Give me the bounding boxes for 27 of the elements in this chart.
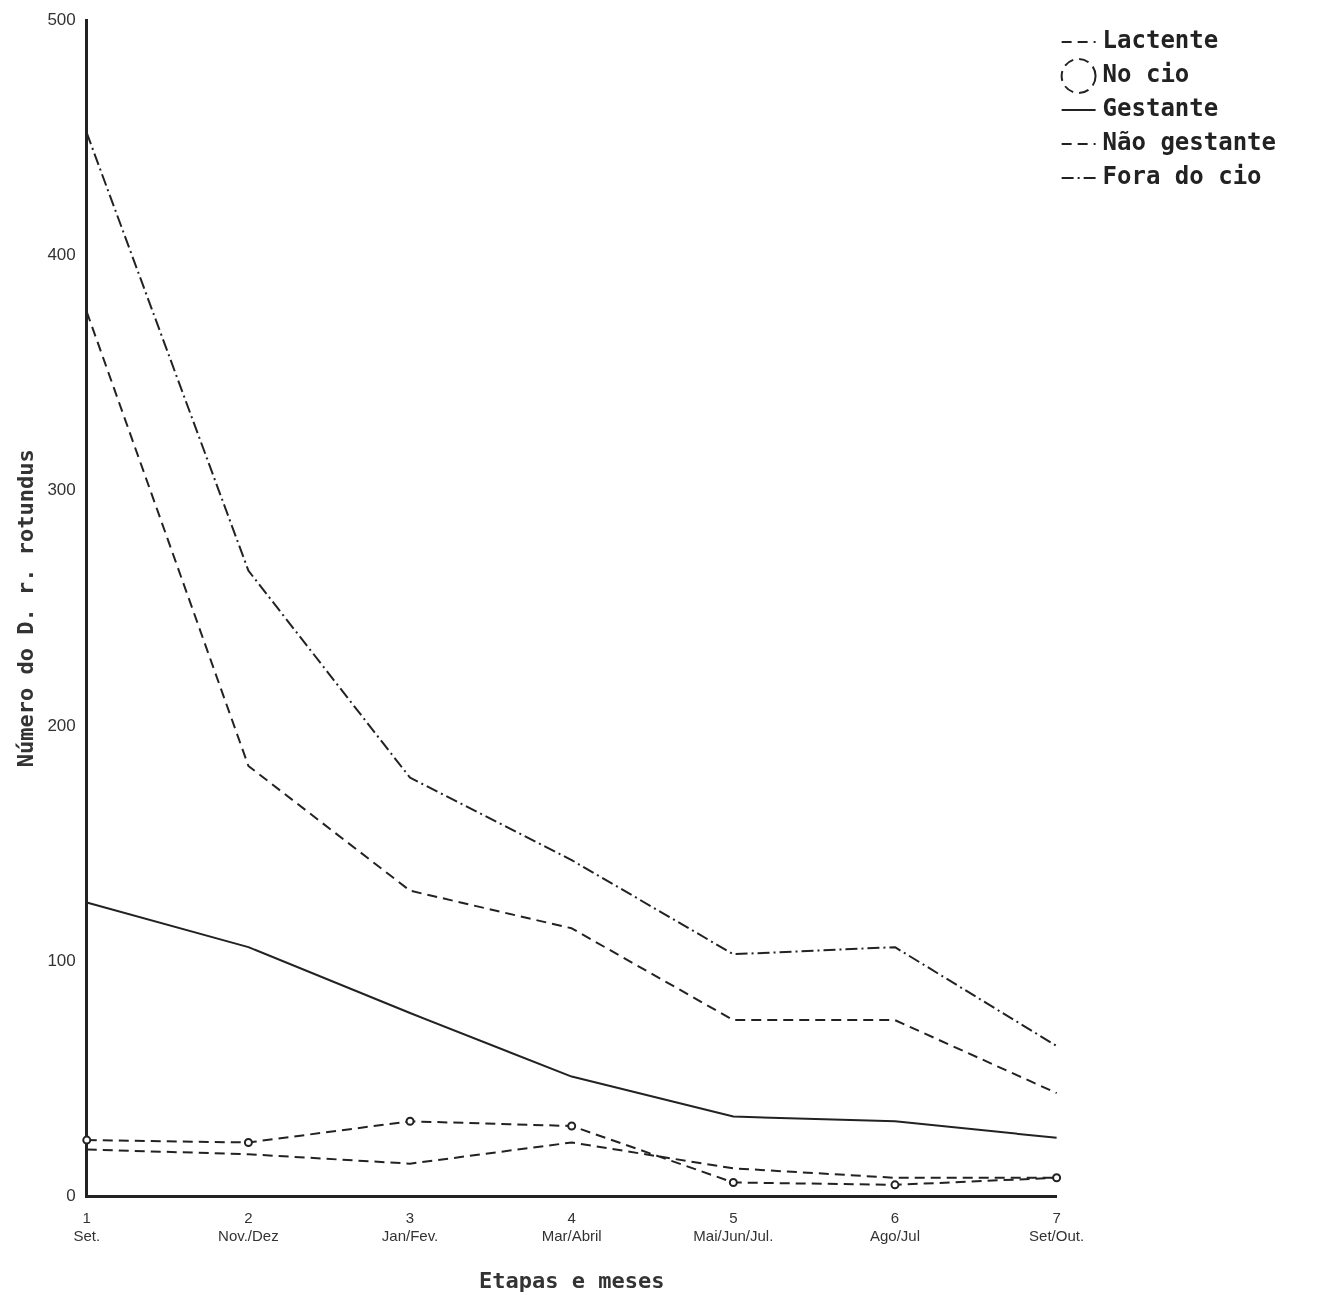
point: [243, 1137, 253, 1147]
legend-label: No cio: [1102, 60, 1190, 89]
y-tick-label: 500: [47, 9, 76, 29]
x-tick-label: 7 Set/Out.: [1029, 1208, 1085, 1244]
legend-label: Não gestante: [1102, 128, 1276, 157]
y-tick-label: 0: [66, 1186, 76, 1206]
point: [1052, 1173, 1062, 1183]
y-tick-label: 200: [47, 715, 76, 735]
point: [405, 1116, 415, 1126]
x-axis-title: Etapas e meses: [478, 1267, 665, 1293]
x-tick-label: 1 Set.: [73, 1208, 101, 1244]
legend-label: Fora do cio: [1102, 162, 1262, 191]
legend-label: Lactente: [1102, 26, 1219, 55]
point: [82, 1135, 92, 1145]
y-axis-title: Número do D. r. rotundus: [12, 449, 38, 768]
x-tick-label: 4 Mar/Abril: [541, 1208, 602, 1244]
y-tick-label: 300: [47, 480, 76, 500]
x-tick-label: 3 Jan/Fev.: [381, 1208, 439, 1244]
x-tick-label: 5 Mai/Jun/Jul.: [693, 1208, 774, 1244]
point: [567, 1121, 577, 1131]
y-tick-label: 400: [47, 245, 76, 265]
x-tick-label: 6 Ago/Jul: [869, 1208, 920, 1244]
y-tick-label: 100: [47, 950, 76, 970]
legend-label: Gestante: [1102, 94, 1219, 123]
point: [728, 1177, 738, 1187]
x-tick-label: 2 Nov./Dez: [218, 1208, 279, 1244]
point: [890, 1180, 900, 1190]
